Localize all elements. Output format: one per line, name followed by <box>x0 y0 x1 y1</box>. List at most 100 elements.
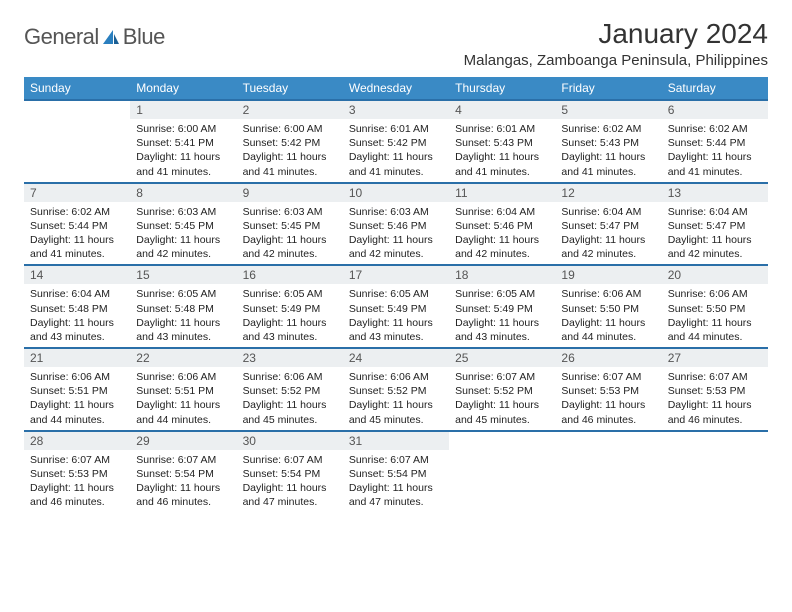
sunset-line: Sunset: 5:51 PM <box>30 384 124 398</box>
day-body: Sunrise: 6:02 AMSunset: 5:43 PMDaylight:… <box>555 119 661 182</box>
daylight-line: Daylight: 11 hours and 42 minutes. <box>243 233 337 261</box>
calendar-week-row: 14 Sunrise: 6:04 AM Sunset: 5:48 PM Dayligh… <box>24 265 768 348</box>
daylight-line: Daylight: 11 hours and 41 minutes. <box>349 150 443 178</box>
sunset-line: Sunset: 5:54 PM <box>349 467 443 481</box>
sunrise-line: Sunrise: 6:06 AM <box>349 370 443 384</box>
calendar-day-cell: 27Sunrise: 6:07 AMSunset: 5:53 PMDayligh… <box>662 348 768 431</box>
daylight-line: Daylight: 11 hours and 41 minutes. <box>455 150 549 178</box>
day-body: Sunrise: 6:05 AMSunset: 5:49 PMDaylight:… <box>343 284 449 347</box>
day-body: Sunrise: 6:07 AMSunset: 5:53 PMDaylight:… <box>662 367 768 430</box>
sunset-line: Sunset: 5:47 PM <box>668 219 762 233</box>
sunset-line: Sunset: 5:52 PM <box>349 384 443 398</box>
sunrise-line: Sunrise: 6:05 AM <box>136 287 230 301</box>
day-number: 1 <box>130 101 236 119</box>
day-body: Sunrise: 6:03 AMSunset: 5:46 PMDaylight:… <box>343 202 449 265</box>
sunrise-line: Sunrise: 6:06 AM <box>136 370 230 384</box>
sunrise-line: Sunrise: 6:01 AM <box>349 122 443 136</box>
sunrise-line: Sunrise: 6:00 AM <box>243 122 337 136</box>
calendar-day-cell: 31Sunrise: 6:07 AMSunset: 5:54 PMDayligh… <box>343 431 449 513</box>
day-body: Sunrise: 6:07 AMSunset: 5:54 PMDaylight:… <box>237 450 343 513</box>
daylight-line: Daylight: 11 hours and 42 minutes. <box>455 233 549 261</box>
sunrise-line: Sunrise: 6:06 AM <box>30 370 124 384</box>
day-body: Sunrise: 6:05 AMSunset: 5:49 PMDaylight:… <box>237 284 343 347</box>
daylight-line: Daylight: 11 hours and 42 minutes. <box>561 233 655 261</box>
day-number: 24 <box>343 349 449 367</box>
brand-logo: General Blue <box>24 18 165 50</box>
sunset-line: Sunset: 5:43 PM <box>455 136 549 150</box>
sunrise-line: Sunrise: 6:02 AM <box>561 122 655 136</box>
sunset-line: Sunset: 5:44 PM <box>30 219 124 233</box>
day-number: 31 <box>343 432 449 450</box>
calendar-day-cell: 28Sunrise: 6:07 AMSunset: 5:53 PMDayligh… <box>24 431 130 513</box>
weekday-header: Monday <box>130 77 236 100</box>
sail-icon <box>101 28 121 46</box>
sunrise-line: Sunrise: 6:04 AM <box>668 205 762 219</box>
calendar-day-cell: 15Sunrise: 6:05 AMSunset: 5:48 PMDayligh… <box>130 265 236 348</box>
calendar-day-cell: 26Sunrise: 6:07 AMSunset: 5:53 PMDayligh… <box>555 348 661 431</box>
day-number: 11 <box>449 184 555 202</box>
day-number: 20 <box>662 266 768 284</box>
sunset-line: Sunset: 5:53 PM <box>668 384 762 398</box>
day-number: 22 <box>130 349 236 367</box>
daylight-line: Daylight: 11 hours and 44 minutes. <box>136 398 230 426</box>
sunrise-line: Sunrise: 6:07 AM <box>561 370 655 384</box>
day-body: Sunrise: 6:03 AMSunset: 5:45 PMDaylight:… <box>130 202 236 265</box>
calendar-day-cell: 18Sunrise: 6:05 AMSunset: 5:49 PMDayligh… <box>449 265 555 348</box>
weekday-row: SundayMondayTuesdayWednesdayThursdayFrid… <box>24 77 768 100</box>
sunrise-line: Sunrise: 6:03 AM <box>349 205 443 219</box>
sunrise-line: Sunrise: 6:00 AM <box>136 122 230 136</box>
calendar-day-cell: .. <box>662 431 768 513</box>
sunset-line: Sunset: 5:46 PM <box>349 219 443 233</box>
sunset-line: Sunset: 5:53 PM <box>561 384 655 398</box>
weekday-header: Thursday <box>449 77 555 100</box>
sunrise-line: Sunrise: 6:05 AM <box>455 287 549 301</box>
day-body: Sunrise: 6:07 AMSunset: 5:54 PMDaylight:… <box>343 450 449 513</box>
daylight-line: Daylight: 11 hours and 44 minutes. <box>668 316 762 344</box>
day-body: Sunrise: 6:02 AMSunset: 5:44 PMDaylight:… <box>24 202 130 265</box>
day-number: 6 <box>662 101 768 119</box>
calendar-day-cell: 12Sunrise: 6:04 AMSunset: 5:47 PMDayligh… <box>555 183 661 266</box>
daylight-line: Daylight: 11 hours and 42 minutes. <box>668 233 762 261</box>
day-number: 4 <box>449 101 555 119</box>
weekday-header: Saturday <box>662 77 768 100</box>
day-body: Sunrise: 6:00 AMSunset: 5:41 PMDaylight:… <box>130 119 236 182</box>
calendar-body: .. 1Sunrise: 6:00 AMSunset: 5:41 PMDaylig… <box>24 100 768 513</box>
day-number: 18 <box>449 266 555 284</box>
daylight-line: Daylight: 11 hours and 44 minutes. <box>561 316 655 344</box>
daylight-line: Daylight: 11 hours and 41 minutes. <box>30 233 124 261</box>
calendar-table: SundayMondayTuesdayWednesdayThursdayFrid… <box>24 77 768 513</box>
calendar-week-row: 7Sunrise: 6:02 AMSunset: 5:44 PMDaylight… <box>24 183 768 266</box>
title-block: January 2024 Malangas, Zamboanga Peninsu… <box>464 18 768 69</box>
sunset-line: Sunset: 5:45 PM <box>243 219 337 233</box>
daylight-line: Daylight: 11 hours and 45 minutes. <box>243 398 337 426</box>
day-number: 7 <box>24 184 130 202</box>
day-number: 14 <box>24 266 130 284</box>
sunrise-line: Sunrise: 6:07 AM <box>455 370 549 384</box>
calendar-head: SundayMondayTuesdayWednesdayThursdayFrid… <box>24 77 768 100</box>
daylight-line: Daylight: 11 hours and 45 minutes. <box>349 398 443 426</box>
day-body: Sunrise: 6:06 AMSunset: 5:50 PMDaylight:… <box>555 284 661 347</box>
sunset-line: Sunset: 5:54 PM <box>243 467 337 481</box>
day-body: Sunrise: 6:05 AMSunset: 5:48 PMDaylight:… <box>130 284 236 347</box>
daylight-line: Daylight: 11 hours and 43 minutes. <box>455 316 549 344</box>
daylight-line: Daylight: 11 hours and 44 minutes. <box>30 398 124 426</box>
daylight-line: Daylight: 11 hours and 41 minutes. <box>561 150 655 178</box>
sunrise-line: Sunrise: 6:06 AM <box>243 370 337 384</box>
calendar-day-cell: 20Sunrise: 6:06 AMSunset: 5:50 PMDayligh… <box>662 265 768 348</box>
calendar-day-cell: 10Sunrise: 6:03 AMSunset: 5:46 PMDayligh… <box>343 183 449 266</box>
calendar-day-cell: 6Sunrise: 6:02 AMSunset: 5:44 PMDaylight… <box>662 100 768 183</box>
day-body: Sunrise: 6:05 AMSunset: 5:49 PMDaylight:… <box>449 284 555 347</box>
location-text: Malangas, Zamboanga Peninsula, Philippin… <box>464 52 768 69</box>
day-number: 15 <box>130 266 236 284</box>
sunrise-line: Sunrise: 6:01 AM <box>455 122 549 136</box>
sunset-line: Sunset: 5:52 PM <box>243 384 337 398</box>
sunset-line: Sunset: 5:50 PM <box>561 302 655 316</box>
daylight-line: Daylight: 11 hours and 43 minutes. <box>243 316 337 344</box>
calendar-week-row: 21Sunrise: 6:06 AMSunset: 5:51 PMDayligh… <box>24 348 768 431</box>
sunrise-line: Sunrise: 6:04 AM <box>30 287 124 301</box>
sunrise-line: Sunrise: 6:06 AM <box>561 287 655 301</box>
sunset-line: Sunset: 5:47 PM <box>561 219 655 233</box>
day-body: Sunrise: 6:07 AMSunset: 5:53 PMDaylight:… <box>24 450 130 513</box>
sunset-line: Sunset: 5:48 PM <box>136 302 230 316</box>
day-number: 8 <box>130 184 236 202</box>
